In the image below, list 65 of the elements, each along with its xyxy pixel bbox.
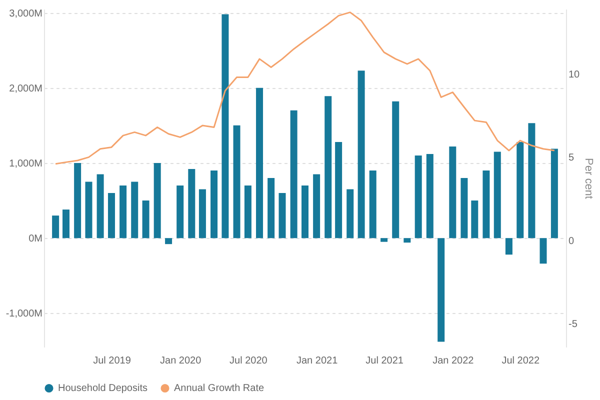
y2-tick-label: 5	[568, 152, 574, 164]
line-series	[54, 12, 556, 165]
bar	[210, 170, 218, 238]
bar	[358, 70, 365, 238]
bar	[438, 238, 445, 342]
y-tick-label: 3,000M	[9, 8, 42, 20]
bar	[380, 238, 388, 242]
y2-tick-label: -5	[568, 319, 578, 330]
bar	[324, 96, 332, 238]
bar	[176, 186, 184, 238]
bar	[108, 193, 115, 238]
bar	[198, 189, 206, 238]
x-tick-label: Jul 2021	[366, 356, 404, 366]
bar	[313, 174, 320, 238]
bar	[471, 200, 478, 238]
y-tick-label: 2,000M	[9, 83, 42, 94]
bar	[74, 162, 82, 238]
bar	[222, 14, 229, 238]
bar	[516, 142, 524, 238]
x-tick-label: Jan 2022	[432, 356, 474, 366]
legend-label: Household Deposits	[58, 383, 148, 394]
bar	[302, 186, 308, 238]
bar	[188, 168, 196, 238]
bar	[528, 123, 536, 238]
bar	[165, 238, 172, 244]
bar	[142, 200, 150, 238]
x-tick-label: Jan 2021	[296, 356, 338, 366]
y2-tick-label: 10	[568, 69, 580, 80]
x-tick-label: Jul 2020	[230, 356, 268, 366]
x-tick-label: Jul 2022	[502, 356, 540, 366]
bar	[244, 186, 252, 238]
y2-tick-label: 0	[568, 236, 574, 247]
y-tick-label: -1,000M	[6, 308, 42, 320]
bar	[62, 210, 70, 238]
bar	[120, 186, 127, 238]
bar	[96, 174, 104, 238]
bar	[494, 152, 501, 238]
bar	[460, 178, 468, 238]
x-tick-label: Jan 2020	[160, 356, 202, 366]
bar	[85, 182, 92, 238]
bar	[414, 155, 422, 238]
bar	[482, 170, 490, 238]
bar	[268, 178, 275, 238]
y-tick-label: 1,000M	[9, 158, 42, 170]
bar	[154, 162, 161, 238]
y-tick-label: 0M	[28, 234, 42, 245]
bar	[540, 238, 547, 264]
bar	[256, 88, 264, 238]
bar	[52, 216, 60, 238]
bar	[131, 182, 138, 238]
bar	[550, 148, 558, 238]
bar	[233, 125, 240, 238]
bar	[346, 189, 354, 238]
bar	[404, 238, 411, 243]
bar	[392, 101, 400, 238]
bar	[369, 170, 376, 238]
bar	[449, 146, 456, 238]
bar	[290, 110, 298, 238]
bar	[278, 193, 286, 238]
y2-axis-title: Per cent	[582, 158, 595, 199]
legend-label: Annual Growth Rate	[174, 383, 264, 394]
x-tick-label: Jul 2019	[93, 356, 132, 366]
bar	[505, 238, 512, 255]
bar	[426, 154, 434, 238]
bar	[335, 142, 342, 238]
